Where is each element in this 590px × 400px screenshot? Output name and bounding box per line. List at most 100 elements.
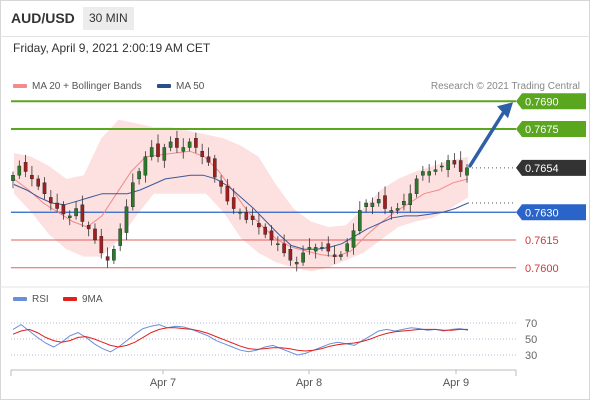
candle [326, 243, 331, 252]
candle [124, 206, 129, 233]
candle [137, 171, 141, 180]
price-label: 0.7600 [525, 263, 559, 275]
candle [250, 215, 255, 220]
bollinger-band [14, 119, 468, 272]
candle [99, 236, 104, 254]
candle [93, 228, 97, 241]
candle [86, 224, 91, 230]
candle [414, 178, 419, 194]
candle [320, 247, 324, 249]
candle [332, 254, 337, 257]
x-tick-label: Apr 8 [296, 377, 322, 389]
candle [219, 180, 223, 187]
candle [181, 147, 186, 152]
legend-swatch [157, 84, 171, 89]
legend-label: MA 50 [176, 81, 205, 92]
rsi-tick-label: 50 [525, 334, 537, 346]
rsi-ma-line [12, 327, 468, 352]
candle [187, 141, 192, 148]
candle [244, 211, 249, 220]
candle [307, 247, 312, 250]
price-tag [516, 159, 586, 176]
candle [55, 202, 59, 209]
x-tick-label: Apr 7 [150, 377, 176, 389]
copyright: Research © 2021 Trading Central [430, 81, 580, 92]
candle [383, 195, 387, 209]
candle [200, 150, 205, 157]
legend-ma20-bollinger: MA 20 + Bollinger Bands [13, 81, 142, 92]
candle [376, 199, 381, 204]
candle [61, 204, 66, 215]
legend-label: RSI [32, 294, 49, 305]
price-label: 0.7654 [525, 163, 559, 175]
candle [130, 182, 135, 207]
header-bar: AUD/USD 30 MIN [0, 0, 590, 37]
candle [458, 160, 463, 172]
candle [156, 143, 160, 157]
candle [49, 197, 53, 204]
rsi-line [12, 323, 469, 356]
candle [257, 223, 261, 228]
candle [351, 230, 356, 248]
candle [175, 137, 179, 148]
candle [389, 210, 394, 213]
candle [80, 204, 85, 222]
legend-ma50: MA 50 [157, 81, 204, 92]
candle [440, 165, 444, 168]
timeframe-badge[interactable]: 30 MIN [83, 7, 134, 30]
candle [288, 248, 293, 261]
price-label: 0.7615 [525, 235, 559, 247]
price-label: 0.7630 [525, 207, 559, 219]
price-label: 0.7690 [525, 96, 559, 108]
candle [225, 186, 230, 202]
x-tick-label: Apr 9 [443, 377, 469, 389]
candle [465, 167, 469, 176]
candle [301, 252, 305, 263]
candle [339, 254, 343, 257]
candle [194, 137, 198, 148]
candle [118, 228, 122, 246]
candle [313, 247, 318, 252]
candle [452, 160, 457, 165]
candle [17, 165, 22, 176]
price-tag [516, 93, 586, 110]
candle [395, 208, 400, 211]
candle [23, 162, 28, 172]
legend-9ma: 9MA [63, 294, 103, 305]
candle [212, 158, 217, 178]
candle [30, 174, 34, 180]
candle [408, 193, 413, 205]
candle [162, 147, 167, 161]
legend-rsi: RSI [13, 294, 49, 305]
candle [105, 256, 110, 261]
candle [276, 243, 280, 245]
candle [238, 211, 242, 214]
pair-title: AUD/USD [11, 10, 75, 26]
candle [67, 215, 72, 218]
candle [168, 141, 173, 148]
candle [11, 174, 15, 181]
candle [143, 156, 148, 176]
price-tag [516, 204, 586, 221]
candle [263, 226, 268, 235]
candle [446, 160, 450, 170]
candle [231, 197, 236, 209]
rsi-tick-label: 70 [525, 318, 537, 330]
candle [364, 202, 368, 207]
ma50-line [13, 174, 469, 250]
candle [402, 200, 406, 206]
candle [358, 210, 362, 231]
price-tag [516, 121, 586, 137]
candle [36, 178, 40, 187]
legend-label: 9MA [82, 294, 103, 305]
candle [345, 243, 350, 252]
candle [427, 171, 432, 176]
candle [370, 202, 375, 207]
candle [112, 248, 116, 261]
rsi-tick-label: 30 [525, 350, 537, 362]
candle [294, 262, 299, 265]
timestamp: Friday, April 9, 2021 2:00:19 AM CET [13, 41, 211, 55]
legend-swatch [63, 297, 77, 302]
forecast-arrow-shaft [468, 111, 505, 168]
candle [282, 243, 286, 254]
